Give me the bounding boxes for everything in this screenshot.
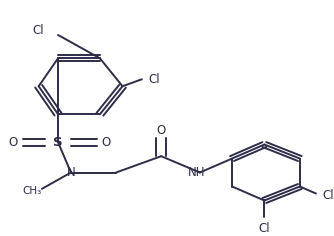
Text: S: S: [53, 136, 63, 149]
Text: O: O: [8, 136, 17, 149]
Text: Cl: Cl: [33, 24, 44, 37]
Text: N: N: [66, 166, 75, 179]
Text: O: O: [102, 136, 111, 149]
Text: Cl: Cl: [259, 222, 270, 235]
Text: Cl: Cl: [148, 73, 160, 86]
Text: NH: NH: [188, 166, 205, 179]
Text: Cl: Cl: [322, 189, 334, 202]
Text: O: O: [157, 124, 166, 137]
Text: CH₃: CH₃: [23, 186, 42, 196]
